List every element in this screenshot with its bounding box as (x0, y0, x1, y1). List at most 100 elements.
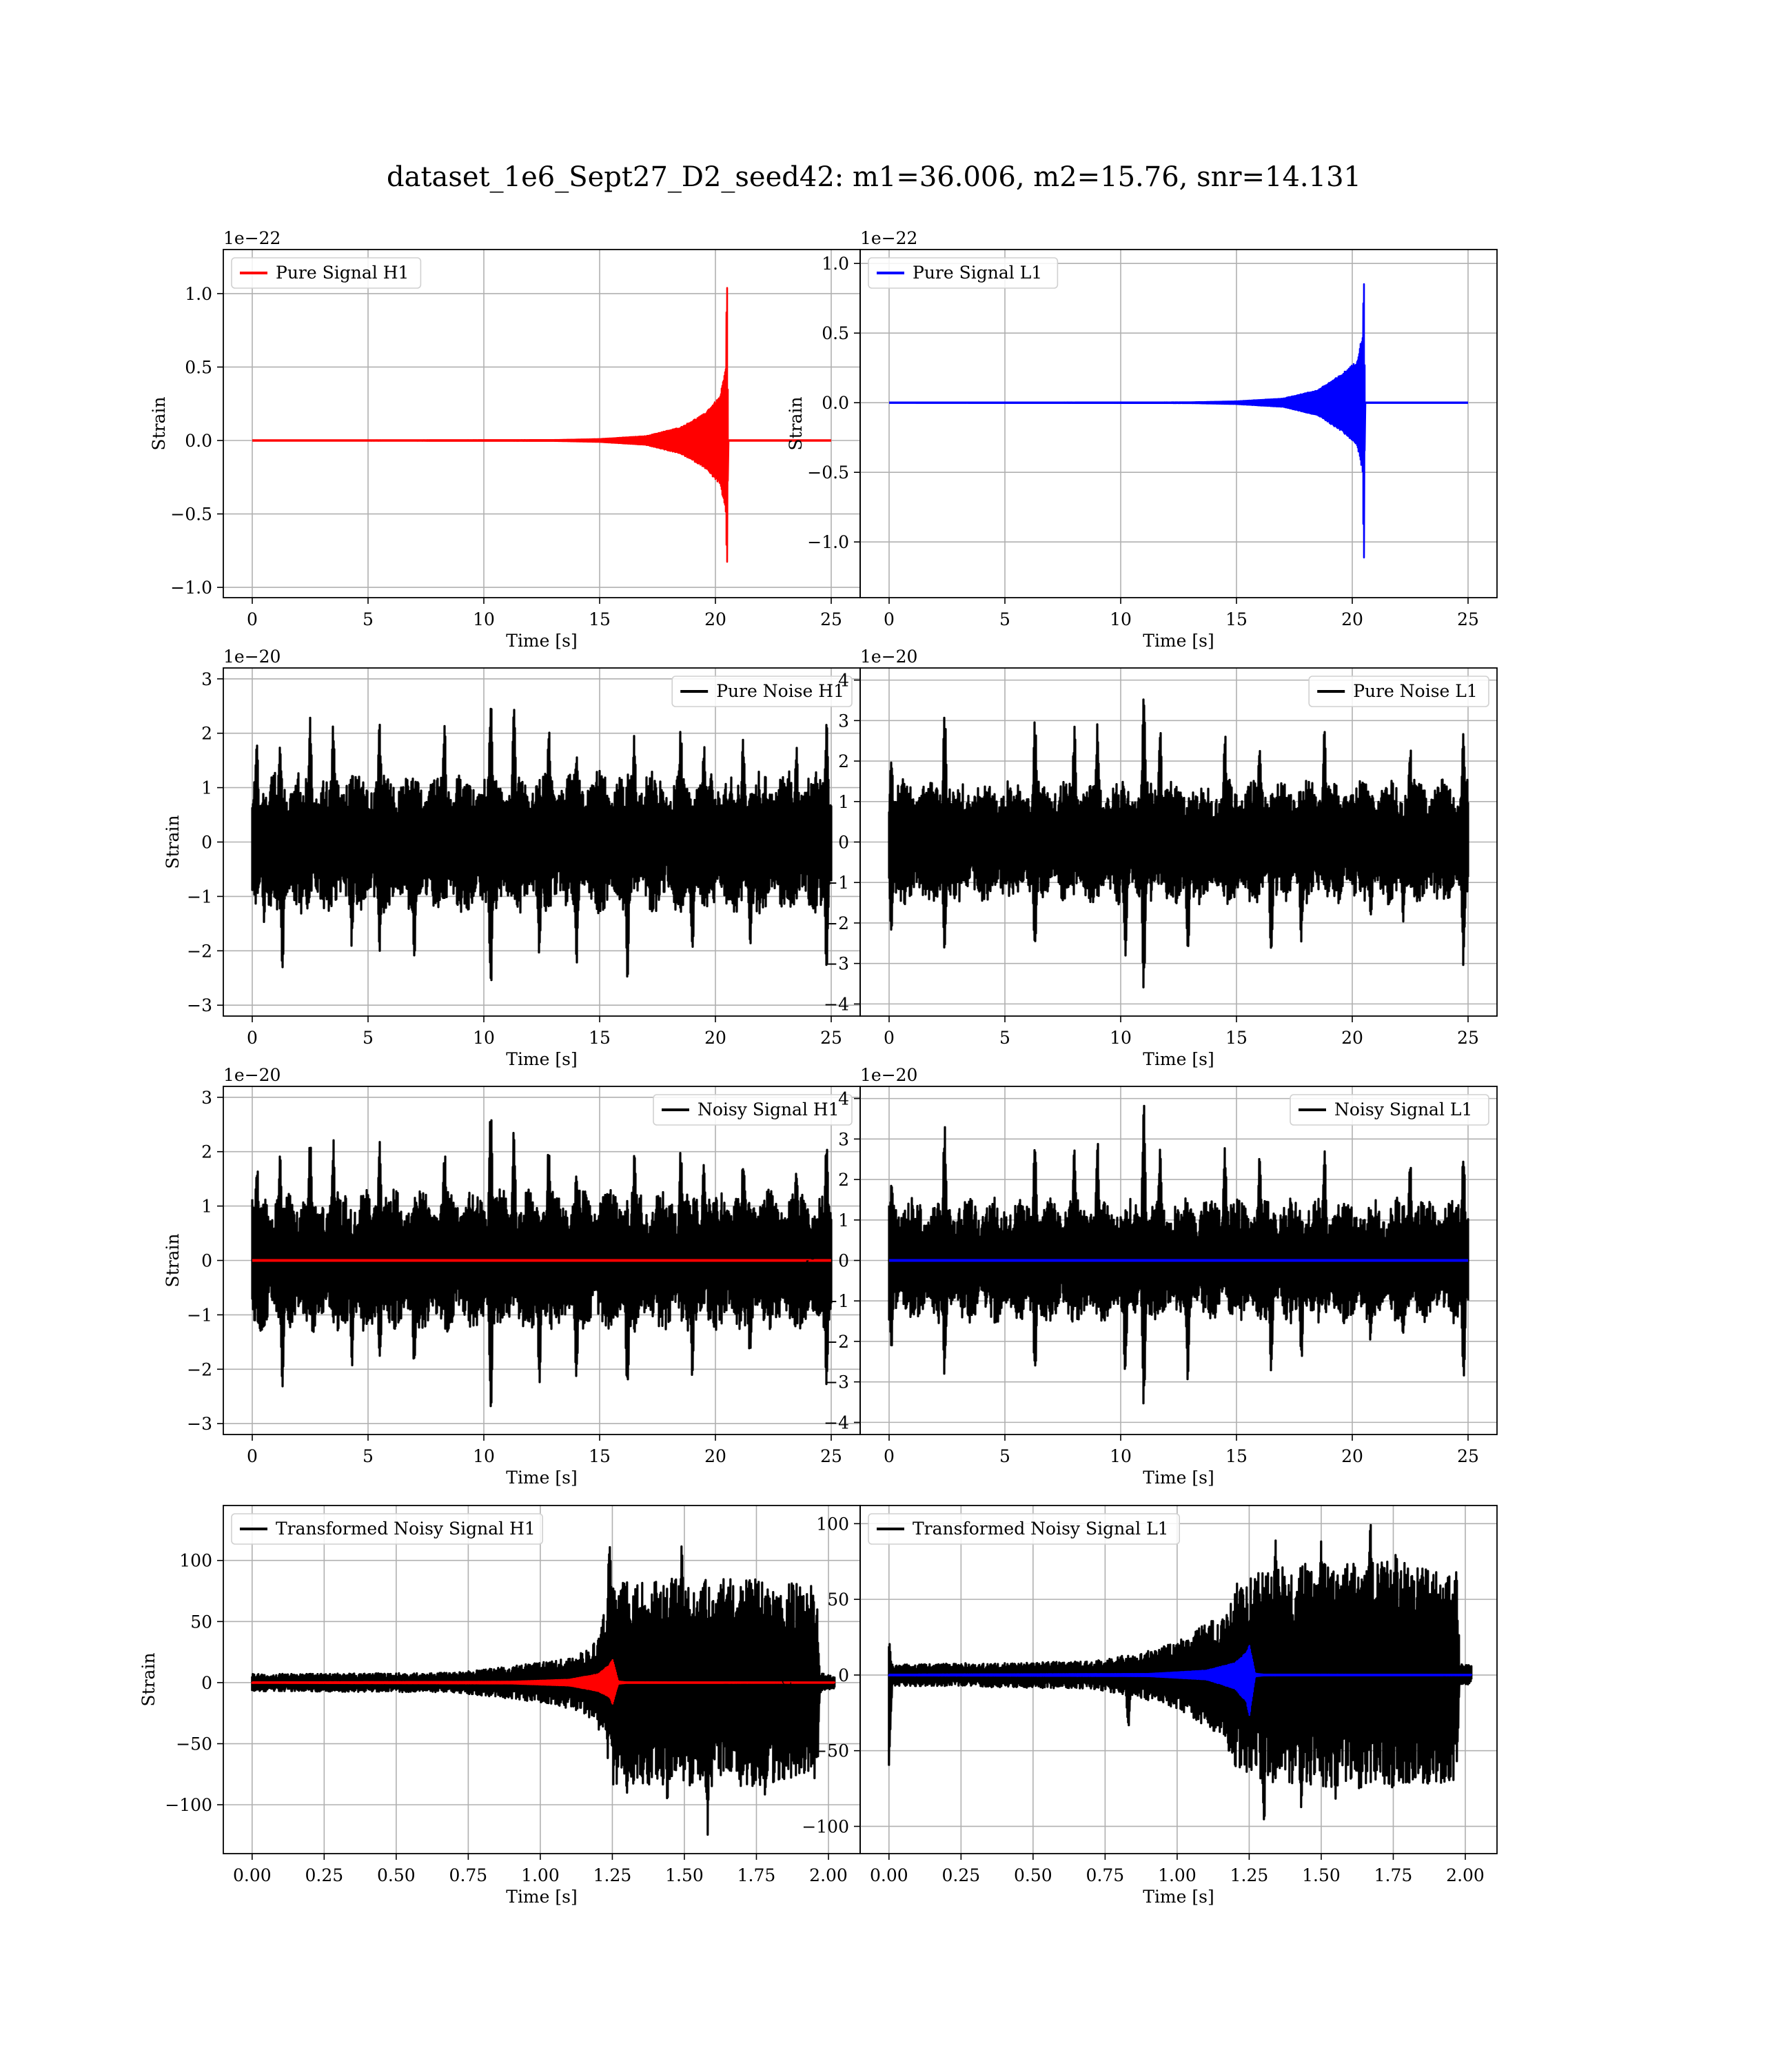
y-tick-label: −2 (187, 1359, 212, 1379)
x-tick-label: 20 (704, 1028, 726, 1048)
x-tick-label: 10 (473, 1446, 495, 1466)
x-tick-label: 10 (1110, 1028, 1132, 1048)
y-tick-label: −2 (824, 913, 849, 933)
legend-label: Pure Noise H1 (716, 681, 844, 701)
legend-frame (868, 257, 1059, 289)
series-line-pure-noise-h1 (251, 707, 833, 982)
y-axis-label: Strain (149, 396, 169, 450)
x-tick-label: 0 (884, 609, 895, 629)
y-tick-label: −3 (187, 1414, 212, 1434)
x-tick-label: 25 (820, 609, 842, 629)
subplot-pure-noise-l1: 0 5 10 15 20 25 −4 −3 −2 −1 0 1 2 3 4 Time [s] Strain 1e−… (800, 647, 1498, 1069)
legend: Noisy Signal H1 (653, 1094, 853, 1126)
y-axis-label: Strain (163, 1233, 183, 1287)
y-tick-label: 0.0 (822, 393, 849, 413)
legend: Pure Signal L1 (868, 257, 1059, 289)
y-tick-label: −3 (824, 954, 849, 974)
legend-frame (671, 676, 853, 707)
legend-label: Transformed Noisy Signal H1 (276, 1519, 536, 1539)
x-tick-label: 25 (820, 1446, 842, 1466)
y-tick-label: −1 (187, 1305, 212, 1325)
x-axis-label: Time [s] (1143, 1049, 1214, 1069)
y-tick-label: −3 (824, 1372, 849, 1392)
x-tick-label: 0.25 (305, 1865, 343, 1885)
x-axis-label: Time [s] (1143, 1468, 1214, 1488)
subplot-transformed-noisy-signal-l1: 0.00 0.25 0.50 0.75 1.00 1.25 1.50 1.75 2.00 −100… (775, 1505, 1498, 1907)
legend: Noisy Signal L1 (1290, 1094, 1489, 1126)
y-offset-text: 1e−22 (223, 228, 281, 248)
y-tick-label: −2 (824, 1332, 849, 1352)
legend: Pure Noise L1 (1308, 676, 1489, 707)
y-tick-label: −4 (824, 994, 849, 1014)
legend-frame (231, 1513, 544, 1545)
x-tick-label: 15 (589, 609, 611, 629)
y-offset-text: 1e−20 (860, 1065, 917, 1085)
y-offset-text: 1e−20 (223, 1065, 281, 1085)
y-tick-label: −0.5 (807, 463, 849, 483)
series-line-transformed-noisy-signal-l1 (888, 1523, 1473, 1821)
y-axis-label: Strain (800, 815, 819, 869)
legend-frame (653, 1094, 853, 1126)
x-tick-label: 20 (704, 1446, 726, 1466)
y-axis-label: Strain (139, 1652, 159, 1706)
subplot-pure-signal-l1: 0 5 10 15 20 25 −1.0 −0.5 0.0 0.5 1.0 Time [s] Strai… (786, 228, 1498, 651)
x-tick-label: 1.25 (1230, 1865, 1269, 1885)
y-tick-label: 4 (838, 671, 849, 691)
y-tick-label: −1 (824, 873, 849, 893)
y-tick-label: 100 (816, 1514, 849, 1534)
y-tick-label: 1.0 (822, 254, 849, 274)
plot-area (888, 1104, 1469, 1405)
x-tick-label: 0.25 (941, 1865, 980, 1885)
y-tick-label: 0 (838, 1665, 849, 1685)
y-tick-label: −50 (813, 1741, 849, 1761)
plot-area (888, 698, 1469, 989)
subplot-noisy-signal-l1: 0 5 10 15 20 25 −4 −3 −2 −1 0 1 2 3 4 Time [s] Strain 1e−… (800, 1065, 1498, 1488)
y-tick-label: −100 (802, 1816, 849, 1836)
y-axis-label: Strain (163, 815, 183, 869)
subplot-transformed-noisy-signal-h1: 0.00 0.25 0.50 0.75 1.00 1.25 1.50 1.75 2.00 −100… (139, 1505, 861, 1907)
x-axis-label: Time [s] (1143, 631, 1214, 651)
y-tick-label: 1 (201, 1197, 212, 1217)
y-axis-label: Strain (775, 1652, 795, 1706)
x-tick-label: 5 (999, 1028, 1010, 1048)
x-tick-label: 0.00 (870, 1865, 908, 1885)
x-tick-label: 25 (1457, 1028, 1479, 1048)
x-tick-label: 10 (1110, 609, 1132, 629)
x-tick-label: 20 (704, 609, 726, 629)
x-tick-label: 0 (884, 1028, 895, 1048)
y-tick-label: 0 (201, 1673, 212, 1693)
axes-frame (859, 1505, 1498, 1854)
axes-frame (859, 249, 1498, 598)
x-tick-label: 5 (363, 609, 374, 629)
legend: Pure Signal H1 (231, 257, 422, 289)
x-tick-label: 1.50 (665, 1865, 704, 1885)
y-tick-label: 4 (838, 1089, 849, 1109)
x-tick-label: 10 (473, 1028, 495, 1048)
x-axis-label: Time [s] (506, 1887, 577, 1907)
x-tick-label: 0.75 (1086, 1865, 1125, 1885)
y-offset-text: 1e−20 (223, 647, 281, 667)
plot-area (251, 1545, 836, 1836)
x-tick-label: 0.75 (449, 1865, 488, 1885)
x-tick-label: 15 (1225, 1028, 1248, 1048)
y-tick-label: 1 (838, 1210, 849, 1230)
figure-title: dataset_1e6_Sept27_D2_seed42: m1=36.006,… (387, 161, 1361, 193)
y-tick-label: 3 (838, 711, 849, 731)
legend-frame (868, 1513, 1181, 1545)
x-tick-label: 1.75 (737, 1865, 776, 1885)
y-tick-label: 100 (179, 1551, 212, 1571)
y-tick-label: −1 (824, 1291, 849, 1311)
y-tick-label: 2 (201, 1142, 212, 1162)
legend: Transformed Noisy Signal H1 (231, 1513, 544, 1545)
legend-label: Noisy Signal H1 (698, 1099, 839, 1119)
y-offset-text: 1e−22 (860, 228, 917, 248)
x-tick-label: 25 (1457, 609, 1479, 629)
y-tick-label: 0 (201, 1251, 212, 1271)
y-tick-label: 3 (838, 1129, 849, 1149)
x-tick-label: 0.50 (1014, 1865, 1052, 1885)
y-tick-label: −100 (165, 1795, 212, 1815)
y-tick-label: 2 (201, 724, 212, 744)
plot-area (888, 283, 1469, 559)
